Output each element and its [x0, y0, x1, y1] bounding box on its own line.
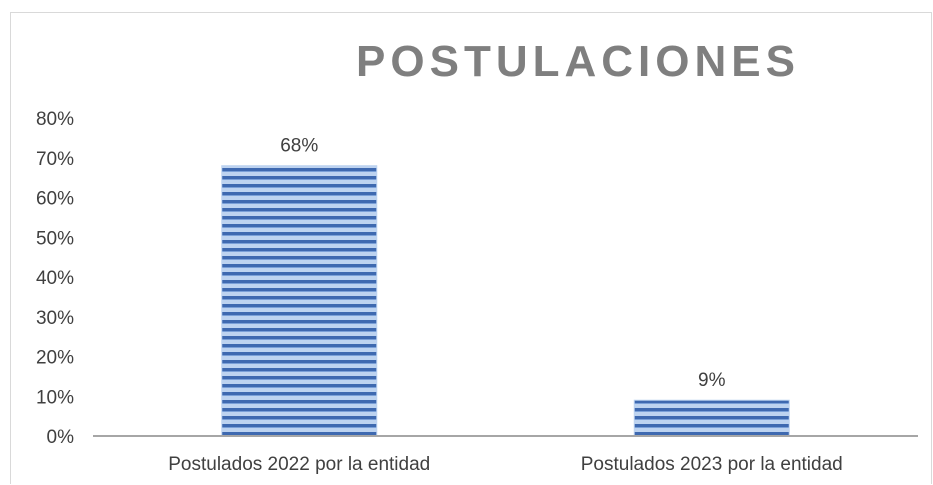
data-label-1: 68% — [280, 136, 318, 157]
y-tick-label: 50% — [36, 228, 74, 249]
y-tick-label: 10% — [36, 387, 74, 408]
data-labels: 68% 9% — [280, 136, 725, 392]
chart-title: POSTULACIONES — [356, 37, 800, 86]
chart-frame — [10, 12, 932, 484]
y-tick-label: 20% — [36, 348, 74, 369]
y-axis-ticks: 0% 10% 20% 30% 40% 50% 60% 70% 80% — [36, 109, 74, 448]
category-label-2: Postulados 2023 por la entidad — [581, 454, 843, 475]
y-tick-label: 40% — [36, 268, 74, 289]
bars — [221, 165, 790, 437]
data-label-2: 9% — [698, 370, 726, 391]
category-label-1: Postulados 2022 por la entidad — [168, 454, 430, 475]
bar-2 — [633, 399, 790, 437]
y-tick-label: 30% — [36, 308, 74, 329]
y-tick-label: 60% — [36, 189, 74, 210]
y-tick-label: 80% — [36, 109, 74, 130]
bar-1 — [221, 165, 378, 437]
y-tick-label: 70% — [36, 149, 74, 170]
y-tick-label: 0% — [47, 427, 75, 448]
x-axis-labels: Postulados 2022 por la entidad Postulados… — [168, 454, 842, 475]
